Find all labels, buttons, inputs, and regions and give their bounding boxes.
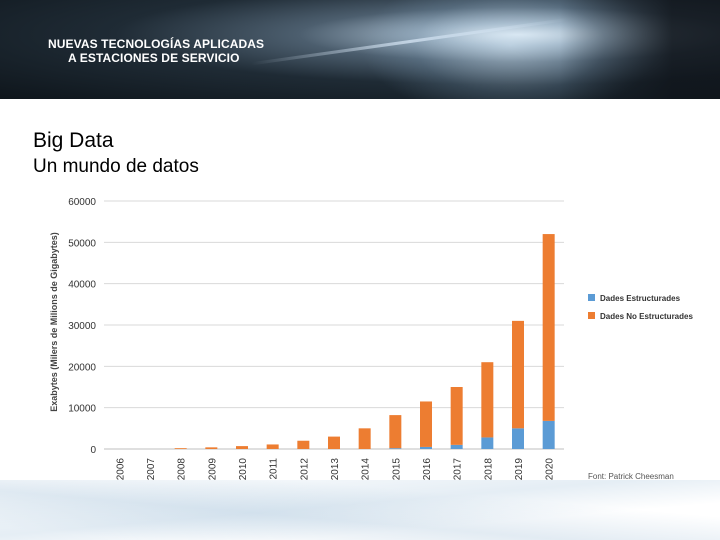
bar-segment [236, 446, 248, 449]
x-tick-label: 2013 [330, 458, 341, 481]
bar-segment [297, 440, 310, 449]
footer-wave-decoration [0, 480, 720, 540]
x-tick-label: 2019 [514, 458, 525, 481]
bar-segment [450, 387, 463, 445]
slide-subtitle: Un mundo de datos [33, 156, 199, 177]
x-tick-label: 2017 [453, 458, 464, 481]
y-tick-label: 50000 [68, 238, 96, 249]
bar-segment [389, 415, 402, 449]
y-tick-label: 20000 [68, 362, 96, 373]
header-banner: NUEVAS TECNOLOGÍAS APLICADAS A ESTACIONE… [0, 0, 720, 99]
x-tick-label: 2009 [207, 458, 218, 481]
bar-segment [481, 362, 494, 438]
bar-segment [266, 444, 279, 449]
bar-segment [450, 444, 463, 449]
chart-gridlines [104, 200, 564, 450]
bar-segment [420, 446, 432, 449]
bar-segment [542, 420, 555, 449]
x-tick-label: 2012 [299, 458, 310, 481]
y-tick-label: 40000 [68, 280, 96, 291]
x-tick-label: 2020 [545, 458, 556, 481]
bar-segment [542, 234, 555, 421]
legend-swatch [588, 312, 595, 319]
bar-segment [358, 428, 371, 449]
y-tick-label: 10000 [68, 404, 96, 415]
legend-swatch [588, 294, 595, 301]
x-axis-ticks: 2006 2007 2008 2009 2010 2011 2012 2013 2014 2015… [115, 458, 555, 481]
bar-segment [420, 401, 432, 447]
bar-segment [512, 428, 524, 449]
y-axis-label: Exabytes (Milers de Milions de Gigabytes… [49, 232, 59, 412]
banner-title: NUEVAS TECNOLOGÍAS APLICADAS A ESTACIONE… [48, 37, 278, 65]
chart-legend: Dades Estructurades Dades No Estructurade… [588, 294, 693, 321]
bar-segment [389, 448, 402, 449]
banner-dark-edge [560, 0, 720, 99]
y-tick-label: 30000 [68, 321, 96, 332]
x-tick-label: 2010 [238, 458, 249, 481]
bar-segment [328, 436, 340, 449]
x-tick-label: 2007 [146, 458, 157, 481]
x-tick-label: 2006 [115, 458, 126, 481]
x-tick-label: 2011 [269, 458, 280, 480]
banner-title-line1: NUEVAS TECNOLOGÍAS APLICADAS [48, 37, 265, 51]
bar-segment [205, 447, 218, 449]
x-tick-label: 2014 [361, 458, 372, 481]
bar-segment [481, 437, 494, 449]
chart-bars [174, 234, 555, 449]
bar-segment [174, 448, 187, 449]
legend-label: Dades Estructurades [600, 294, 681, 303]
y-tick-label: 60000 [68, 197, 96, 208]
bar-segment [512, 320, 524, 429]
y-tick-label: 0 [90, 445, 96, 456]
legend-label: Dades No Estructurades [600, 312, 693, 321]
x-tick-label: 2016 [422, 458, 433, 481]
x-tick-label: 2018 [483, 458, 494, 481]
chart-source: Font: Patrick Cheesman [588, 472, 674, 481]
x-tick-label: 2008 [177, 458, 188, 481]
slide-title: Big Data [33, 129, 114, 152]
x-tick-label: 2015 [391, 458, 402, 481]
banner-title-line2: A ESTACIONES DE SERVICIO [68, 51, 240, 65]
y-axis-ticks: 0 10000 20000 30000 40000 50000 60000 [68, 197, 96, 456]
